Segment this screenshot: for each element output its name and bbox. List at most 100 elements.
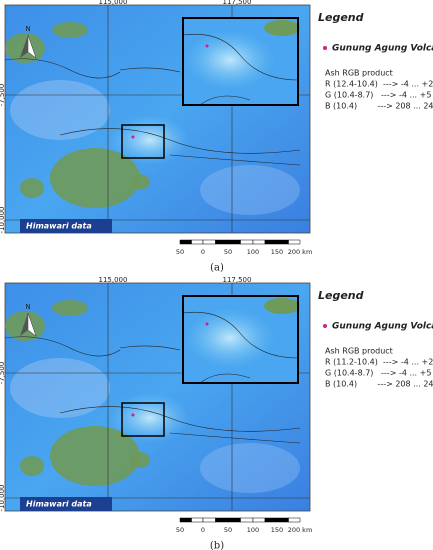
legend-text: B (10.4) ---> 208 ... 243: [325, 380, 433, 389]
scale-label: 0: [201, 248, 205, 256]
inset-island: [264, 20, 300, 36]
scale-segment: [179, 239, 192, 245]
scale-label: 150: [271, 248, 283, 256]
scale-segment: [288, 239, 301, 245]
zoom-box: [121, 124, 165, 159]
legend-text: G (10.4-8.7) ---> -4 ... +5: [325, 369, 431, 378]
inset-volcano: [205, 44, 209, 48]
scale-segment: [252, 517, 266, 523]
scale-segment: [227, 517, 241, 523]
scale-segment: [264, 517, 278, 523]
y-coordinate-label: -7,500: [0, 362, 6, 385]
legend-title: Legend: [318, 11, 364, 24]
legend-text: B (10.4) ---> 208 ... 243: [325, 102, 433, 111]
legend-text: G (10.4-8.7) ---> -4 ... +5: [325, 91, 431, 100]
inset-plume: [185, 30, 275, 90]
scale-segment: [252, 239, 266, 245]
x-coordinate-label: 115,000: [99, 0, 128, 6]
island: [50, 148, 140, 208]
caption: (a): [210, 263, 224, 274]
island: [20, 178, 44, 198]
x-coordinate-label: 117,500: [223, 0, 252, 6]
legend-title: Legend: [318, 289, 364, 302]
scale-label: 100: [247, 526, 259, 534]
legend-text: R (11.2-10.4) ---> -4 ... +2: [325, 358, 433, 367]
coastline: [59, 128, 301, 154]
scale-label: 50: [176, 526, 184, 534]
inset-volcano: [205, 322, 209, 326]
cloud: [10, 358, 110, 418]
inset-frame: [182, 295, 299, 384]
scale-segment: [215, 517, 229, 523]
scale-segment: [264, 239, 278, 245]
cloud: [200, 165, 300, 215]
data-label-box: [20, 497, 112, 511]
coastline: [4, 58, 121, 79]
cloud: [10, 80, 110, 140]
coastline: [119, 345, 181, 351]
scale-segment: [202, 239, 216, 245]
scale-label: 50: [176, 248, 184, 256]
scale-segment: [202, 517, 216, 523]
inset-coastline: [182, 311, 299, 384]
scale-label: 50: [224, 526, 232, 534]
coastline: [169, 432, 301, 444]
island: [52, 300, 88, 316]
x-coordinate-label: 117,500: [223, 276, 252, 284]
island: [130, 452, 150, 468]
caption: (b): [210, 541, 224, 550]
map-panel: 115,000 117,500 -7,500 -10,000 N Himawari dat…: [0, 276, 433, 550]
y-coordinate-label: -10,000: [0, 484, 6, 511]
inset-coastline: [182, 33, 299, 106]
north-label: N: [25, 25, 30, 33]
volcano-marker: [131, 413, 135, 417]
ash-plume: [110, 393, 190, 443]
scale-segment: [227, 239, 241, 245]
scale-segment: [276, 239, 289, 245]
data-label: Himawari data: [26, 500, 92, 509]
island: [52, 22, 88, 38]
island: [20, 456, 44, 476]
coastline: [169, 154, 301, 166]
scale-segment: [288, 517, 301, 523]
scale-segment: [240, 239, 254, 245]
scale-label: 200 km: [288, 248, 313, 256]
scale-segment: [191, 517, 204, 523]
scale-label: 200 km: [288, 526, 313, 534]
scale-segment: [179, 517, 192, 523]
scale-segment: [240, 517, 254, 523]
scale-segment: [191, 239, 204, 245]
scale-segment: [215, 239, 229, 245]
data-label-box: [20, 219, 112, 233]
inset-plume: [185, 308, 275, 368]
coastline: [59, 406, 301, 432]
cloud: [200, 443, 300, 493]
scale-segment: [276, 517, 289, 523]
legend-text: Ash RGB product: [325, 69, 393, 78]
y-coordinate-label: -7,500: [0, 84, 6, 107]
legend-item: Gunung Agung Volcano: [332, 322, 433, 332]
legend-marker: [323, 324, 327, 328]
scale-label: 150: [271, 526, 283, 534]
coastline: [119, 67, 181, 73]
volcano-marker: [131, 135, 135, 139]
legend-marker: [323, 46, 327, 50]
island: [50, 426, 140, 486]
ash-plume: [110, 115, 190, 165]
scale-label: 100: [247, 248, 259, 256]
legend-text: Ash RGB product: [325, 347, 393, 356]
island: [130, 174, 150, 190]
north-arrow-shade: [20, 313, 28, 336]
data-label: Himawari data: [26, 222, 92, 231]
inset-island: [264, 298, 300, 314]
coastline: [4, 336, 121, 357]
legend-item: Gunung Agung Volcano: [332, 44, 433, 54]
x-coordinate-label: 115,000: [99, 276, 128, 284]
legend-text: R (12.4-10.4) ---> -4 ... +2: [325, 80, 433, 89]
y-coordinate-label: -10,000: [0, 206, 6, 233]
scale-label: 0: [201, 526, 205, 534]
scale-label: 50: [224, 248, 232, 256]
inset-frame: [182, 17, 299, 106]
map-panel: 115,000 117,500 -7,500 -10,000 N Himawari dat…: [0, 0, 433, 274]
